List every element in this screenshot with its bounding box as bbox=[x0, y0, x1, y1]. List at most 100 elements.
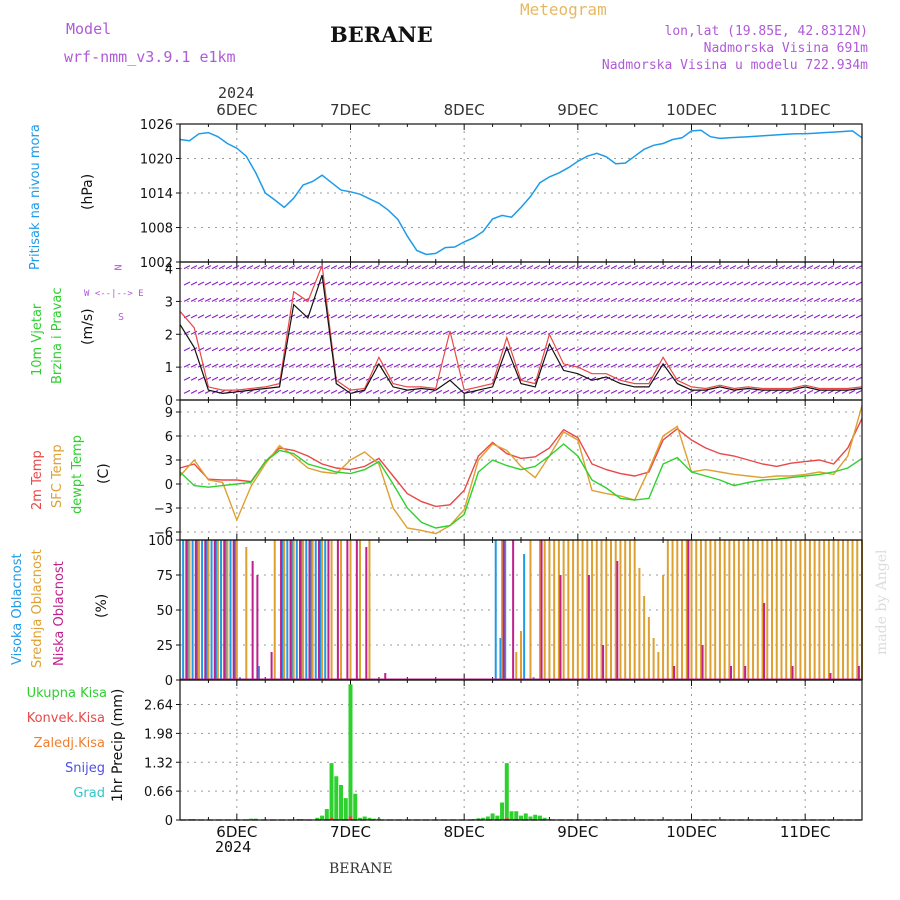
wind-barb bbox=[631, 330, 639, 335]
wind-barb bbox=[645, 330, 653, 335]
wind-barb bbox=[659, 281, 667, 286]
wind-barb bbox=[820, 314, 828, 319]
wind-barb bbox=[400, 265, 408, 270]
cloud-low-bar bbox=[194, 540, 197, 680]
wind-barb bbox=[575, 297, 583, 302]
wind-barb bbox=[449, 389, 457, 394]
wind-barb bbox=[330, 297, 338, 302]
wind-barb bbox=[715, 281, 723, 286]
precip-total-bar bbox=[249, 818, 254, 820]
wind-barb bbox=[239, 330, 247, 335]
y-tick-label: 1.32 bbox=[144, 756, 173, 771]
wind-barb bbox=[855, 363, 863, 368]
wind-barb bbox=[330, 330, 338, 335]
cloud-high-bar bbox=[182, 540, 185, 680]
wind-barb bbox=[274, 347, 282, 352]
wind-barb bbox=[337, 281, 345, 286]
wind-barb bbox=[652, 330, 660, 335]
wind-barb bbox=[379, 314, 387, 319]
cloud-low-bar bbox=[280, 540, 283, 680]
wind-barb bbox=[323, 265, 331, 270]
wind-barb bbox=[358, 389, 366, 394]
wind-barb bbox=[470, 297, 478, 302]
wind-barb bbox=[295, 376, 303, 381]
wind-barb bbox=[827, 389, 835, 394]
wind-barb bbox=[799, 389, 807, 394]
wind-barb bbox=[372, 265, 380, 270]
wind-barb bbox=[757, 314, 765, 319]
wind-barb bbox=[799, 265, 807, 270]
wind-barb bbox=[666, 265, 674, 270]
wind-barb bbox=[449, 363, 457, 368]
wind-barb bbox=[589, 297, 597, 302]
wind-barb bbox=[841, 363, 849, 368]
wind-barb bbox=[659, 314, 667, 319]
footer-station: BERANE bbox=[329, 861, 393, 877]
wind-barb bbox=[554, 330, 562, 335]
cloud-high-bar bbox=[191, 540, 194, 680]
cloud-mid-bar bbox=[562, 540, 565, 680]
wind-barb bbox=[470, 363, 478, 368]
wind-barb bbox=[589, 363, 597, 368]
wind-barb bbox=[806, 281, 814, 286]
wind-barb bbox=[204, 265, 212, 270]
wind-barb bbox=[778, 297, 786, 302]
wind-barb bbox=[435, 281, 443, 286]
wind-barb bbox=[267, 330, 275, 335]
cloud-mid-bar bbox=[501, 540, 504, 680]
wind-barb bbox=[729, 389, 737, 394]
y-tick-label: 0 bbox=[165, 674, 173, 689]
cloud-low-bar bbox=[616, 561, 619, 680]
wind-barb bbox=[393, 363, 401, 368]
wind-barb bbox=[435, 265, 443, 270]
wind-barb bbox=[631, 347, 639, 352]
station-elevation: Nadmorska Visina 691m bbox=[703, 41, 868, 56]
wind-barb bbox=[463, 297, 471, 302]
wind-barb bbox=[582, 389, 590, 394]
cloud-low-bar bbox=[204, 540, 207, 680]
wind-barb bbox=[813, 297, 821, 302]
wind-barb bbox=[827, 347, 835, 352]
wind-barb bbox=[785, 389, 793, 394]
wind-barb bbox=[680, 376, 688, 381]
wind-barb bbox=[687, 297, 695, 302]
wind-barb bbox=[659, 347, 667, 352]
cloud-mid-bar bbox=[761, 540, 764, 680]
wind-barb bbox=[246, 389, 254, 394]
wind-barb bbox=[442, 330, 450, 335]
wind-barb bbox=[393, 376, 401, 381]
wind-barb bbox=[442, 389, 450, 394]
precip-total-bar bbox=[495, 815, 500, 820]
wind-barb bbox=[393, 265, 401, 270]
wind-barb bbox=[400, 281, 408, 286]
wind-barb bbox=[456, 281, 464, 286]
cloud-mid-bar bbox=[742, 540, 745, 680]
cloud-mid-bar bbox=[543, 540, 546, 680]
cloud-low-bar bbox=[327, 540, 330, 680]
wind-barb bbox=[694, 297, 702, 302]
cloud-low-bar bbox=[289, 540, 292, 680]
wind-barb bbox=[638, 363, 646, 368]
precip-total-bar bbox=[481, 817, 486, 820]
wind-barb bbox=[680, 281, 688, 286]
wind-barb bbox=[757, 297, 765, 302]
cloud-low-bar bbox=[185, 540, 188, 680]
wind-barb bbox=[414, 347, 422, 352]
wind-barb bbox=[484, 281, 492, 286]
wind-barb bbox=[393, 314, 401, 319]
wind-barb bbox=[806, 347, 814, 352]
y-tick-label: 3 bbox=[165, 295, 173, 310]
wind-barb bbox=[344, 281, 352, 286]
wind-barb bbox=[743, 363, 751, 368]
wind-barb bbox=[218, 314, 226, 319]
cloud-low-bar bbox=[512, 540, 515, 680]
wind-barb bbox=[274, 389, 282, 394]
wind-barb bbox=[218, 297, 226, 302]
cloud-high-bar bbox=[281, 540, 284, 680]
wind-barb bbox=[645, 265, 653, 270]
cloud-mid-bar bbox=[808, 540, 811, 680]
panel-pressure: 1026 1020 1014 1008 1002 bbox=[140, 118, 863, 271]
cloud-high-bar bbox=[286, 540, 289, 680]
panel-wind: 4 3 2 1 0 bbox=[165, 262, 863, 409]
wind-barb bbox=[337, 265, 345, 270]
